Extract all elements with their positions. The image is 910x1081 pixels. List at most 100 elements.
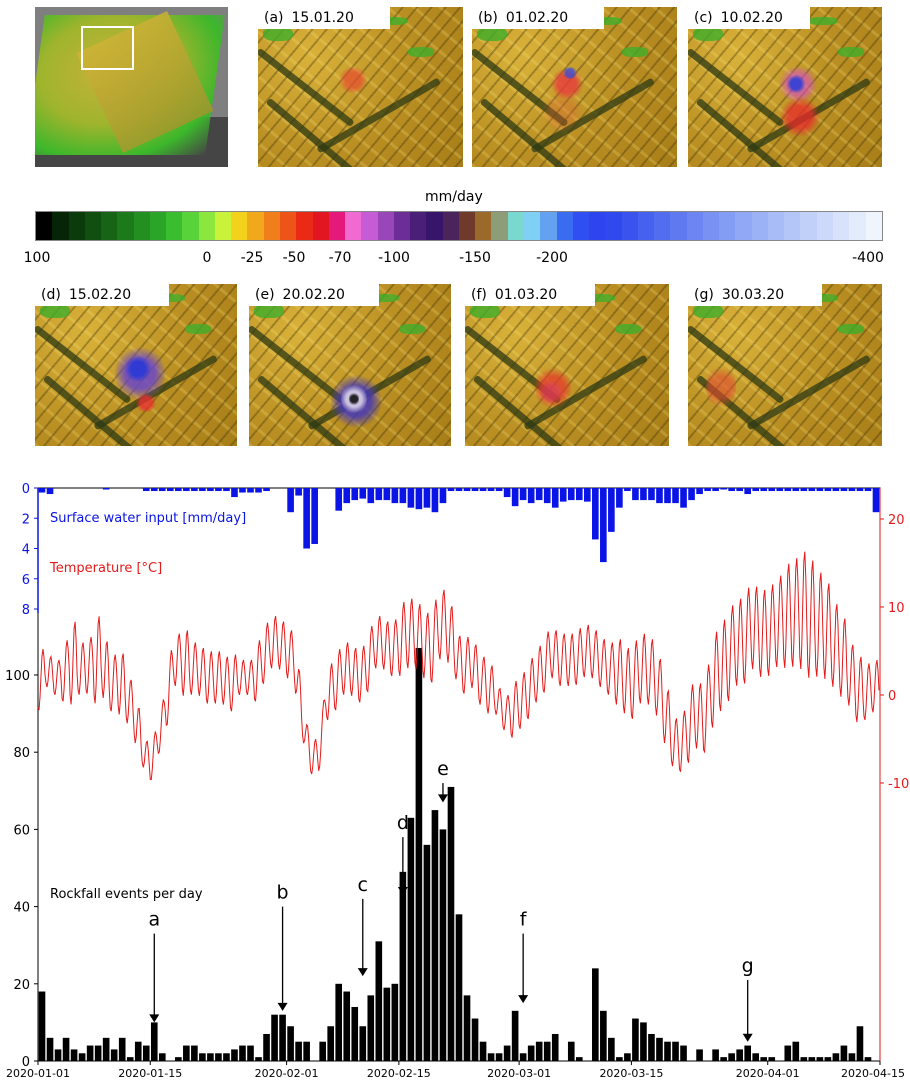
rockfall-bar: [455, 914, 463, 1061]
water-bar: [712, 488, 719, 492]
water-bar: [616, 488, 623, 508]
rockfall-bar: [856, 1026, 864, 1061]
water-bar: [303, 488, 310, 549]
colorbar-swatch: [101, 212, 118, 240]
colorbar-tick-label: -150: [459, 250, 491, 266]
colorbar-swatch: [833, 212, 850, 240]
water-bar: [704, 488, 711, 492]
rockfall-bar: [816, 1057, 824, 1061]
rockfall-bar: [303, 1041, 310, 1061]
water-bar: [150, 488, 158, 492]
water-bar: [535, 488, 543, 501]
temperature-series-label: Temperature [°C]: [49, 561, 162, 576]
rockfall-bar: [335, 983, 343, 1061]
rockfall-bar: [247, 1045, 254, 1061]
water-bar: [199, 488, 206, 492]
rockfall-bar: [848, 1053, 856, 1061]
colorbar-swatch: [442, 212, 459, 240]
panel-letter: (e): [255, 287, 275, 303]
water-bar: [463, 488, 471, 492]
rockfall-bar: [664, 1041, 671, 1061]
rockfall-bar: [118, 1037, 126, 1061]
rockfall-bar: [263, 1033, 270, 1061]
water-y-tick-label: 2: [22, 512, 30, 527]
rockfall-bar: [142, 1045, 150, 1061]
colorbar-swatch: [605, 212, 622, 240]
water-bar: [856, 488, 864, 492]
water-bar: [608, 488, 615, 532]
water-bar: [583, 488, 591, 502]
rockfall-bar: [102, 1037, 110, 1061]
colorbar-swatch: [556, 212, 573, 240]
water-bar: [175, 488, 182, 492]
panel-letter: (a): [264, 10, 284, 26]
colorbar-swatch: [507, 212, 524, 240]
water-bar: [864, 488, 872, 492]
rockfall-bar: [503, 1045, 511, 1061]
water-bar: [768, 488, 776, 492]
colorbar-swatch: [296, 212, 313, 240]
water-bar: [680, 488, 687, 508]
deformation-panel: (d) 15.02.20: [35, 284, 237, 446]
rockfall-bar: [784, 1045, 792, 1061]
water-bar: [736, 488, 743, 492]
water-bar: [167, 488, 174, 492]
panel-label: (d) 15.02.20: [35, 284, 169, 306]
water-bar: [207, 488, 214, 492]
water-bar: [720, 488, 727, 490]
water-bar: [471, 488, 479, 492]
water-bar: [656, 488, 663, 504]
colorbar-swatch: [702, 212, 720, 240]
panel-date: 10.02.20: [720, 10, 783, 26]
colorbar-swatch: [865, 212, 882, 240]
deformation-panel: (b) 01.02.20: [472, 7, 677, 167]
water-bar: [567, 488, 575, 501]
rockfall-bar: [864, 1057, 872, 1061]
water-series-label: Surface water input [mm/day]: [50, 511, 246, 526]
rockfall-bar: [415, 647, 423, 1061]
rockfall-bar: [231, 1049, 238, 1061]
water-bar: [142, 488, 150, 492]
x-tick-label: 2020-02-15: [367, 1067, 431, 1080]
water-bar: [752, 488, 760, 492]
panel-date: 30.03.20: [721, 287, 785, 303]
rockfall-bar: [423, 844, 431, 1061]
temperature-line: [37, 551, 880, 781]
water-bar: [872, 488, 880, 513]
colorbar-swatch: [36, 212, 53, 240]
panel-date: 01.02.20: [505, 10, 569, 26]
rockfall-bar: [54, 1049, 62, 1061]
water-bar: [46, 488, 54, 495]
water-bar: [391, 488, 399, 504]
rockfall-bar: [712, 1049, 719, 1061]
water-bar: [231, 488, 238, 498]
water-y-tick-label: 0: [22, 482, 30, 497]
rockfall-y-tick-label: 100: [5, 669, 30, 684]
rockfall-bar: [38, 991, 46, 1061]
overview-map: [35, 7, 228, 167]
colorbar-tick-label: 0: [202, 250, 212, 266]
colorbar-swatch: [751, 212, 768, 240]
rockfall-bar: [519, 1053, 527, 1061]
event-arrow-head: [277, 1002, 288, 1011]
rockfall-bar: [624, 1053, 631, 1061]
colorbar-swatch: [198, 212, 215, 240]
panel-date: 15.02.20: [68, 287, 132, 303]
colorbar-swatch: [784, 212, 801, 240]
panel-label: (g) 30.03.20: [688, 284, 822, 306]
water-bar: [600, 488, 607, 563]
rockfall-bar: [792, 1041, 800, 1061]
panel-label: (b) 01.02.20: [472, 7, 604, 29]
colorbar-swatch: [670, 212, 687, 240]
water-bar: [247, 488, 254, 493]
rockfall-bar: [840, 1045, 848, 1061]
rockfall-bar: [463, 995, 471, 1061]
rockfall-bar: [62, 1037, 70, 1061]
event-marker-label: d: [397, 812, 409, 834]
colorbar-swatch: [345, 212, 362, 240]
water-bar: [824, 488, 832, 492]
rockfall-bar: [736, 1049, 743, 1061]
colorbar-swatch: [166, 212, 183, 240]
colorbar-swatch: [133, 212, 150, 240]
rockfall-bar: [215, 1053, 222, 1061]
